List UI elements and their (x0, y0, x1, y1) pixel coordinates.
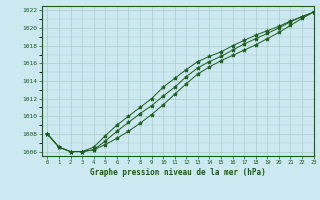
X-axis label: Graphe pression niveau de la mer (hPa): Graphe pression niveau de la mer (hPa) (90, 168, 266, 177)
